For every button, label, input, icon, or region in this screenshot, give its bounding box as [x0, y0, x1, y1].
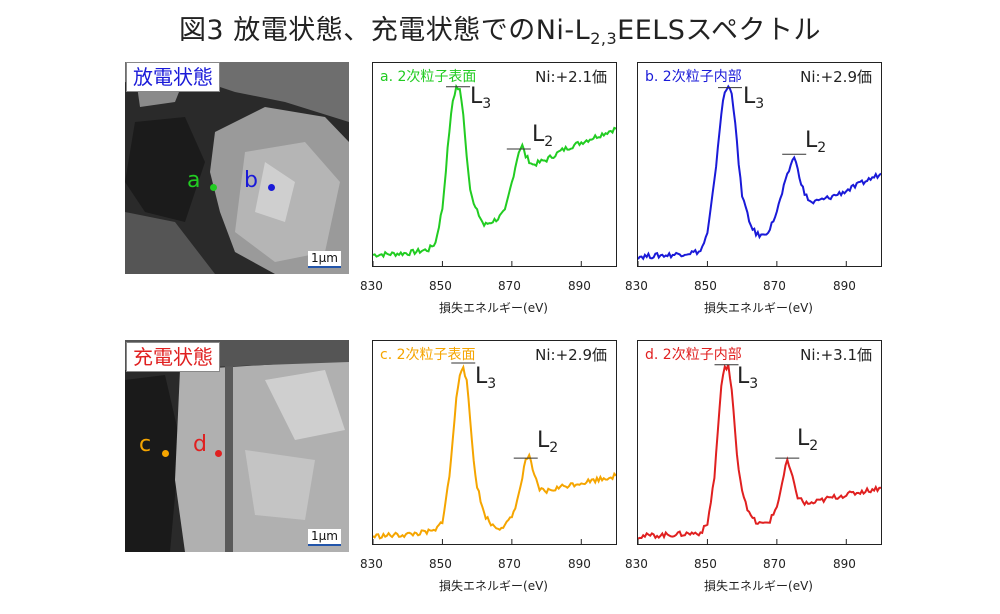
- x-tick-b-3: 890: [833, 279, 856, 293]
- x-tick-c-0: 830: [360, 557, 383, 571]
- oxidation-state-d: Ni:+3.1価: [800, 346, 872, 364]
- point-marker-a: [210, 184, 217, 191]
- figure-title: 図3 放電状態、充電状態でのNi-L2,3EELSスペクトル: [0, 8, 1000, 48]
- point-marker-d: [215, 450, 222, 457]
- x-axis-label-a: 損失エネルギー(eV): [439, 301, 548, 315]
- point-label-b: b: [244, 168, 258, 193]
- peak-label-l3-c: L3: [475, 364, 497, 392]
- plot-area-d: [637, 340, 882, 545]
- x-tick-d-3: 890: [833, 557, 856, 571]
- scale-bar-charged: 1μm: [308, 529, 341, 546]
- point-label-a: a: [187, 168, 201, 193]
- plot-area-b: [637, 62, 882, 267]
- spectrum-svg-c: [373, 362, 616, 544]
- spectrum-svg-b: [638, 84, 881, 266]
- plot-area-c: [372, 340, 617, 545]
- peak-label-l2-d: L2: [797, 426, 819, 454]
- spectrum-line: [638, 363, 881, 540]
- spectrum-line: [373, 364, 616, 540]
- peak-label-l2-b: L2: [805, 128, 827, 156]
- micrograph-discharged: 1μm: [125, 62, 349, 274]
- x-axis-label-c: 損失エネルギー(eV): [439, 579, 548, 593]
- x-tick-b-1: 850: [694, 279, 717, 293]
- x-tick-a-0: 830: [360, 279, 383, 293]
- spectrum-svg-a: [373, 83, 616, 266]
- point-label-d: d: [193, 432, 207, 457]
- state-label-discharged: 放電状態: [126, 62, 220, 92]
- x-tick-c-3: 890: [568, 557, 591, 571]
- figure-title-sub: 2,3: [590, 29, 618, 48]
- state-label-charged: 充電状態: [126, 342, 220, 372]
- spectrum-panel-a: a. 2次粒子表面 Ni:+2.1価 L3 L2 830 850 870 890…: [360, 62, 617, 318]
- scale-bar-discharged: 1μm: [308, 251, 341, 268]
- x-tick-a-3: 890: [568, 279, 591, 293]
- x-tick-d-2: 870: [763, 557, 786, 571]
- x-tick-d-0: 830: [625, 557, 648, 571]
- spectrum-line: [638, 84, 881, 261]
- x-tick-c-1: 850: [429, 557, 452, 571]
- x-tick-d-1: 850: [694, 557, 717, 571]
- x-tick-a-2: 870: [498, 279, 521, 293]
- x-axis-label-b: 損失エネルギー(eV): [704, 301, 813, 315]
- panel-title-d: d. 2次粒子内部: [645, 347, 742, 363]
- x-tick-b-0: 830: [625, 279, 648, 293]
- spectrum-panel-c: c. 2次粒子表面 Ni:+2.9価 L3 L2 830 850 870 890…: [360, 340, 617, 596]
- oxidation-state-c: Ni:+2.9価: [535, 346, 607, 364]
- spectrum-line: [373, 83, 616, 259]
- x-axis-label-d: 損失エネルギー(eV): [704, 579, 813, 593]
- spectrum-panel-b: b. 2次粒子内部 Ni:+2.9価 L3 L2 830 850 870 890…: [625, 62, 882, 318]
- peak-label-l2-a: L2: [532, 122, 554, 150]
- spectrum-panel-d: d. 2次粒子内部 Ni:+3.1価 L3 L2 830 850 870 890…: [625, 340, 882, 596]
- point-marker-c: [162, 450, 169, 457]
- oxidation-state-a: Ni:+2.1価: [535, 68, 607, 86]
- spectrum-svg-d: [638, 363, 881, 544]
- figure-title-main: 図3 放電状態、充電状態でのNi-L: [178, 15, 591, 46]
- micrograph-charged: 1μm: [125, 340, 349, 552]
- peak-label-l3-b: L3: [743, 84, 765, 112]
- peak-label-l3-a: L3: [470, 84, 492, 112]
- x-tick-b-2: 870: [763, 279, 786, 293]
- panel-title-a: a. 2次粒子表面: [380, 69, 477, 85]
- oxidation-state-b: Ni:+2.9価: [800, 68, 872, 86]
- figure-title-tail: EELSスペクトル: [617, 15, 822, 46]
- x-tick-a-1: 850: [429, 279, 452, 293]
- micrograph-charged-texture: [125, 340, 349, 552]
- x-tick-c-2: 870: [498, 557, 521, 571]
- plot-area-a: [372, 62, 617, 267]
- micrograph-discharged-texture: [125, 62, 349, 274]
- point-label-c: c: [139, 432, 152, 457]
- point-marker-b: [268, 184, 275, 191]
- panel-title-c: c. 2次粒子表面: [380, 347, 476, 363]
- peak-label-l3-d: L3: [737, 364, 759, 392]
- peak-label-l2-c: L2: [537, 428, 559, 456]
- panel-title-b: b. 2次粒子内部: [645, 69, 742, 85]
